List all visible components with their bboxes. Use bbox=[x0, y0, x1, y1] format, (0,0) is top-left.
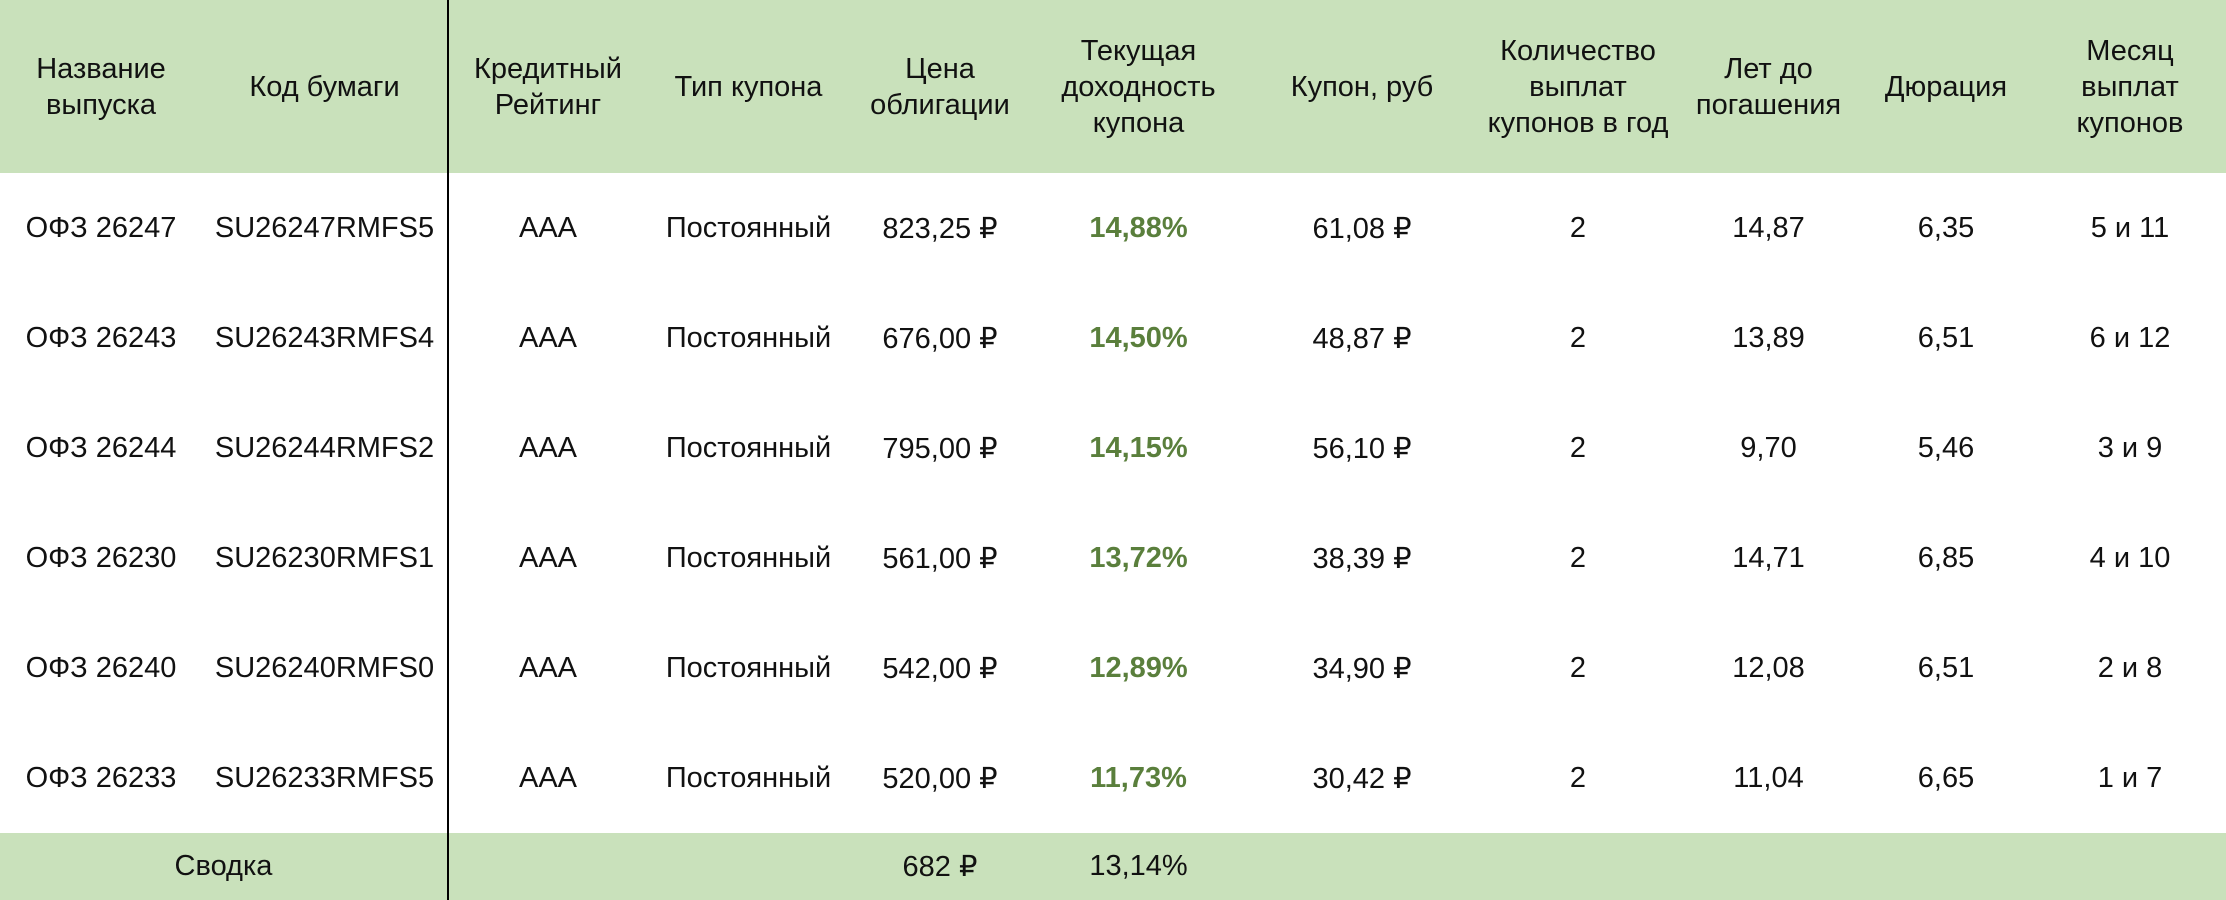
table-cell: 12,89% bbox=[1089, 651, 1188, 684]
summary-empty bbox=[1247, 833, 2226, 900]
table-footer: Сводка 682 ₽ 13,14% bbox=[0, 833, 2226, 900]
table-cell: 6,85 bbox=[1917, 541, 1975, 574]
table-cell: 9,70 bbox=[1740, 431, 1797, 464]
table-cell: 11,04 bbox=[1733, 761, 1804, 794]
table-cell: 676,00 ₽ bbox=[882, 322, 998, 355]
table-cell: 795,00 ₽ bbox=[882, 432, 998, 465]
column-header: Купон, руб bbox=[1290, 70, 1434, 103]
table-cell: 6,51 bbox=[1917, 651, 1975, 684]
table-cell: SU26247RMFS5 bbox=[202, 173, 449, 283]
table-cell: ОФЗ 26244 bbox=[25, 431, 177, 464]
table-cell: 823,25 ₽ bbox=[882, 212, 998, 245]
table-cell: 11,73% bbox=[1090, 761, 1187, 794]
table-cell: AAA bbox=[518, 431, 578, 464]
table-cell: AAA bbox=[518, 651, 578, 684]
table-cell: SU26240RMFS0 bbox=[202, 613, 449, 723]
table-cell: 6,51 bbox=[1917, 321, 1975, 354]
column-header: Кредитный Рейтинг bbox=[474, 52, 622, 121]
table-cell: 542,00 ₽ bbox=[882, 652, 998, 685]
table-row: ОФЗ 26233 SU26233RMFS5 AAA Постоянный 520,00… bbox=[0, 723, 2226, 833]
table-header: Название выпуска Код бумаги Кредитный Рейт… bbox=[0, 0, 2226, 173]
table-cell: AAA bbox=[518, 321, 578, 354]
table-cell: AAA bbox=[518, 211, 578, 244]
table-cell: Постоянный bbox=[665, 761, 832, 794]
summary-yield: 13,14% bbox=[1089, 850, 1188, 882]
column-header: Название выпуска bbox=[36, 52, 166, 121]
table-row: ОФЗ 26247 SU26247RMFS5 AAA Постоянный 823,25… bbox=[0, 173, 2226, 283]
table-cell: ОФЗ 26247 bbox=[25, 211, 177, 244]
table-cell: 13,72% bbox=[1089, 541, 1188, 574]
table-cell: 561,00 ₽ bbox=[882, 542, 998, 575]
summary-price: 682 ₽ bbox=[902, 851, 978, 883]
table-row: ОФЗ 26240 SU26240RMFS0 AAA Постоянный 542,00… bbox=[0, 613, 2226, 723]
table-cell: 2 bbox=[1569, 211, 1587, 244]
table-cell: AAA bbox=[518, 761, 578, 794]
table-cell: 4 и 10 bbox=[2089, 541, 2171, 574]
table-cell: 2 bbox=[1569, 541, 1587, 574]
table-cell: Постоянный bbox=[665, 541, 832, 574]
column-header: Количество выплат купонов в год bbox=[1487, 34, 1669, 139]
table-cell: SU26230RMFS1 bbox=[202, 503, 449, 613]
column-header: Лет до погашения bbox=[1695, 52, 1842, 121]
table-cell: Постоянный bbox=[665, 211, 832, 244]
table-cell: 6,65 bbox=[1917, 761, 1975, 794]
table-cell: ОФЗ 26240 bbox=[25, 651, 177, 684]
table-cell: Постоянный bbox=[665, 651, 832, 684]
table-cell: 6 и 12 bbox=[2089, 321, 2171, 354]
column-header: Текущая доходность купона bbox=[1061, 34, 1216, 139]
table-cell: Постоянный bbox=[665, 321, 832, 354]
table-row: ОФЗ 26243 SU26243RMFS4 AAA Постоянный 676,00… bbox=[0, 283, 2226, 393]
table-cell: ОФЗ 26233 bbox=[25, 761, 177, 794]
summary-empty bbox=[448, 833, 850, 900]
table-cell: 13,89 bbox=[1732, 321, 1805, 354]
table-cell: 38,39 ₽ bbox=[1312, 542, 1412, 575]
table-cell: 48,87 ₽ bbox=[1312, 322, 1412, 355]
column-header: Код бумаги bbox=[202, 0, 449, 173]
column-header: Цена облигации bbox=[870, 52, 1010, 121]
summary-row: Сводка 682 ₽ 13,14% bbox=[0, 833, 2226, 900]
table-cell: ОФЗ 26230 bbox=[25, 541, 177, 574]
table-cell: 12,08 bbox=[1732, 651, 1805, 684]
column-header: Дюрация bbox=[1884, 70, 2008, 103]
table-body: ОФЗ 26247 SU26247RMFS5 AAA Постоянный 823,25… bbox=[0, 173, 2226, 833]
header-row: Название выпуска Код бумаги Кредитный Рейт… bbox=[0, 0, 2226, 173]
table-cell: 14,87 bbox=[1732, 211, 1805, 244]
table-cell: 2 bbox=[1569, 761, 1587, 794]
table-cell: 3 и 9 bbox=[2097, 431, 2163, 464]
table-cell: 2 bbox=[1569, 321, 1587, 354]
table-cell: 14,71 bbox=[1732, 541, 1805, 574]
table-cell: 6,35 bbox=[1917, 211, 1975, 244]
table-cell: 2 и 8 bbox=[2097, 651, 2163, 684]
table-cell: SU26233RMFS5 bbox=[202, 723, 449, 833]
table-cell: 14,50% bbox=[1089, 321, 1188, 354]
table-cell: 61,08 ₽ bbox=[1312, 212, 1412, 245]
table-row: ОФЗ 26230 SU26230RMFS1 AAA Постоянный 561,00… bbox=[0, 503, 2226, 613]
table-cell: 56,10 ₽ bbox=[1312, 432, 1412, 465]
table-cell: 5 и 11 bbox=[2090, 211, 2170, 244]
table-cell: 30,42 ₽ bbox=[1312, 762, 1412, 795]
table-cell: 1 и 7 bbox=[2097, 761, 2163, 794]
table-cell: 34,90 ₽ bbox=[1312, 652, 1412, 685]
table-row: ОФЗ 26244 SU26244RMFS2 AAA Постоянный 795,00… bbox=[0, 393, 2226, 503]
table-cell: 2 bbox=[1569, 431, 1587, 464]
column-header: Тип купона bbox=[674, 70, 823, 103]
table-cell: SU26243RMFS4 bbox=[202, 283, 449, 393]
table-cell: Постоянный bbox=[665, 431, 832, 464]
table-cell: ОФЗ 26243 bbox=[25, 321, 177, 354]
table-cell: AAA bbox=[518, 541, 578, 574]
column-header: Месяц выплат купонов bbox=[2076, 34, 2184, 139]
table-cell: 14,88% bbox=[1089, 211, 1188, 244]
table-cell: 14,15% bbox=[1089, 431, 1188, 464]
table-cell: SU26244RMFS2 bbox=[202, 393, 449, 503]
summary-label: Сводка bbox=[0, 833, 449, 900]
table-cell: 2 bbox=[1569, 651, 1587, 684]
table-cell: 520,00 ₽ bbox=[882, 762, 998, 795]
table-cell: 5,46 bbox=[1917, 431, 1975, 464]
